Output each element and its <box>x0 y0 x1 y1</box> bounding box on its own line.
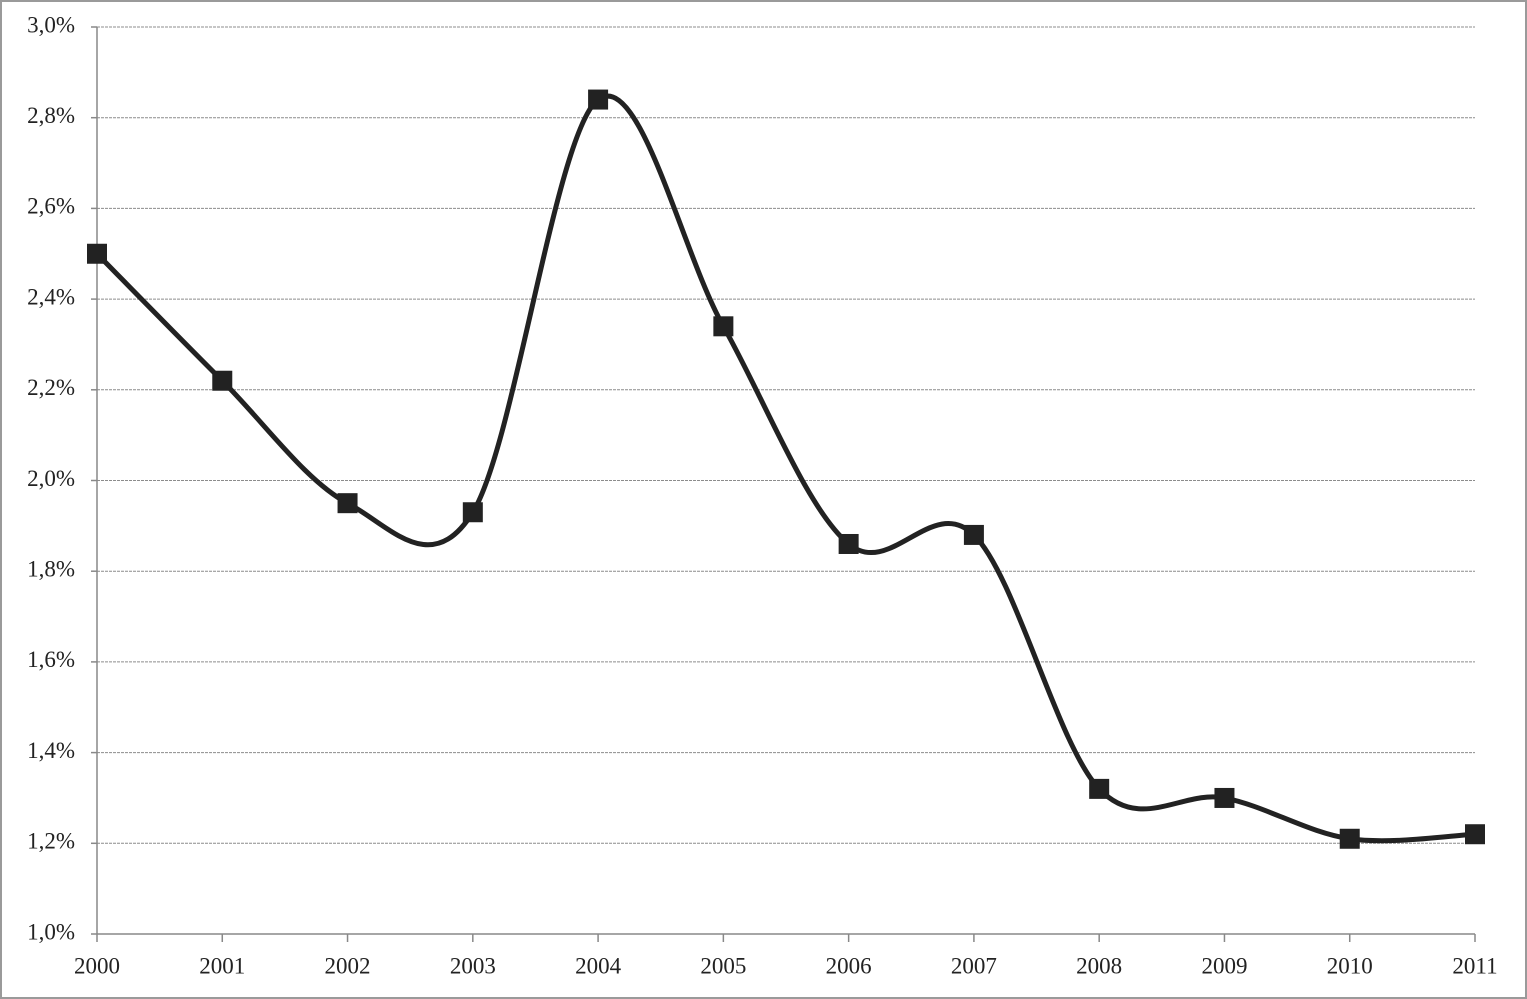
x-tick-label: 2004 <box>575 953 622 978</box>
y-tick-label: 2,2% <box>27 375 75 400</box>
point-marker <box>963 524 984 545</box>
y-tick-label: 1,8% <box>27 556 75 581</box>
point-marker <box>713 316 734 337</box>
x-tick-label: 2007 <box>951 953 997 978</box>
x-tick-label: 2009 <box>1201 953 1247 978</box>
y-tick-label: 2,8% <box>27 103 75 128</box>
y-tick-label: 2,6% <box>27 194 75 219</box>
x-tick-label: 2011 <box>1452 953 1497 978</box>
x-tick-label: 2001 <box>199 953 245 978</box>
y-tick-label: 2,4% <box>27 284 75 309</box>
x-tick-label: 2000 <box>74 953 120 978</box>
x-tick-label: 2010 <box>1327 953 1373 978</box>
point-marker <box>1214 787 1235 808</box>
point-marker <box>588 89 609 110</box>
y-tick-label: 3,0% <box>27 12 75 37</box>
x-tick-label: 2006 <box>826 953 872 978</box>
x-tick-label: 2002 <box>325 953 371 978</box>
point-marker <box>337 493 358 514</box>
y-tick-label: 1,2% <box>27 829 75 854</box>
point-marker <box>838 533 859 554</box>
point-marker <box>1465 824 1485 845</box>
x-tick-label: 2005 <box>700 953 746 978</box>
x-tick-label: 2003 <box>450 953 496 978</box>
point-marker <box>212 370 233 391</box>
x-tick-label: 2008 <box>1076 953 1122 978</box>
point-marker <box>1339 828 1360 849</box>
point-marker <box>87 243 107 264</box>
y-tick-label: 1,4% <box>27 738 75 763</box>
y-tick-label: 2,0% <box>27 466 75 491</box>
y-tick-label: 1,6% <box>27 647 75 672</box>
y-tick-label: 1,0% <box>27 919 75 944</box>
point-marker <box>462 502 483 523</box>
point-marker <box>1089 778 1110 799</box>
